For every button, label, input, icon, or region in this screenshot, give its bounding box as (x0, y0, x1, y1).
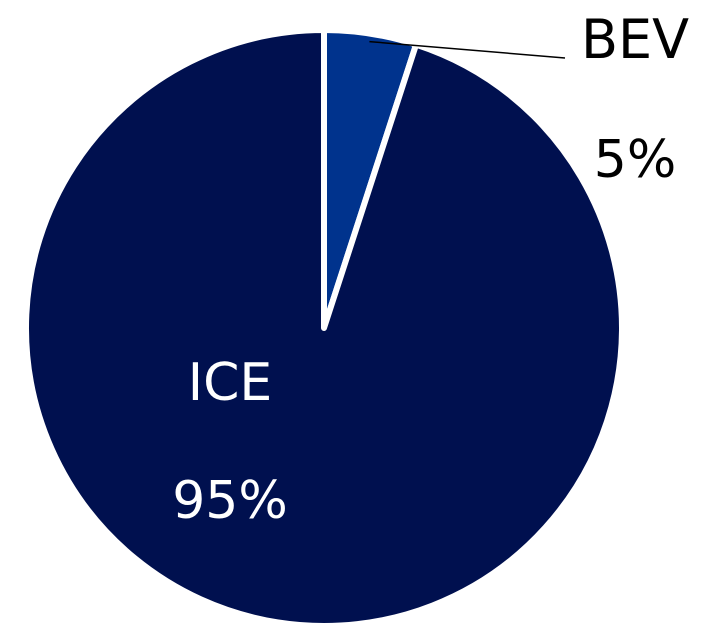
bev-leader-line (369, 40, 566, 59)
slice-label-ice: ICE (188, 353, 273, 413)
slice-label-bev: BEV (581, 8, 689, 71)
pie-slices (23, 27, 625, 625)
slice-value-ice: 95% (172, 471, 288, 531)
slice-value-bev: 5% (594, 130, 677, 190)
pie-slice-ice (23, 27, 625, 625)
